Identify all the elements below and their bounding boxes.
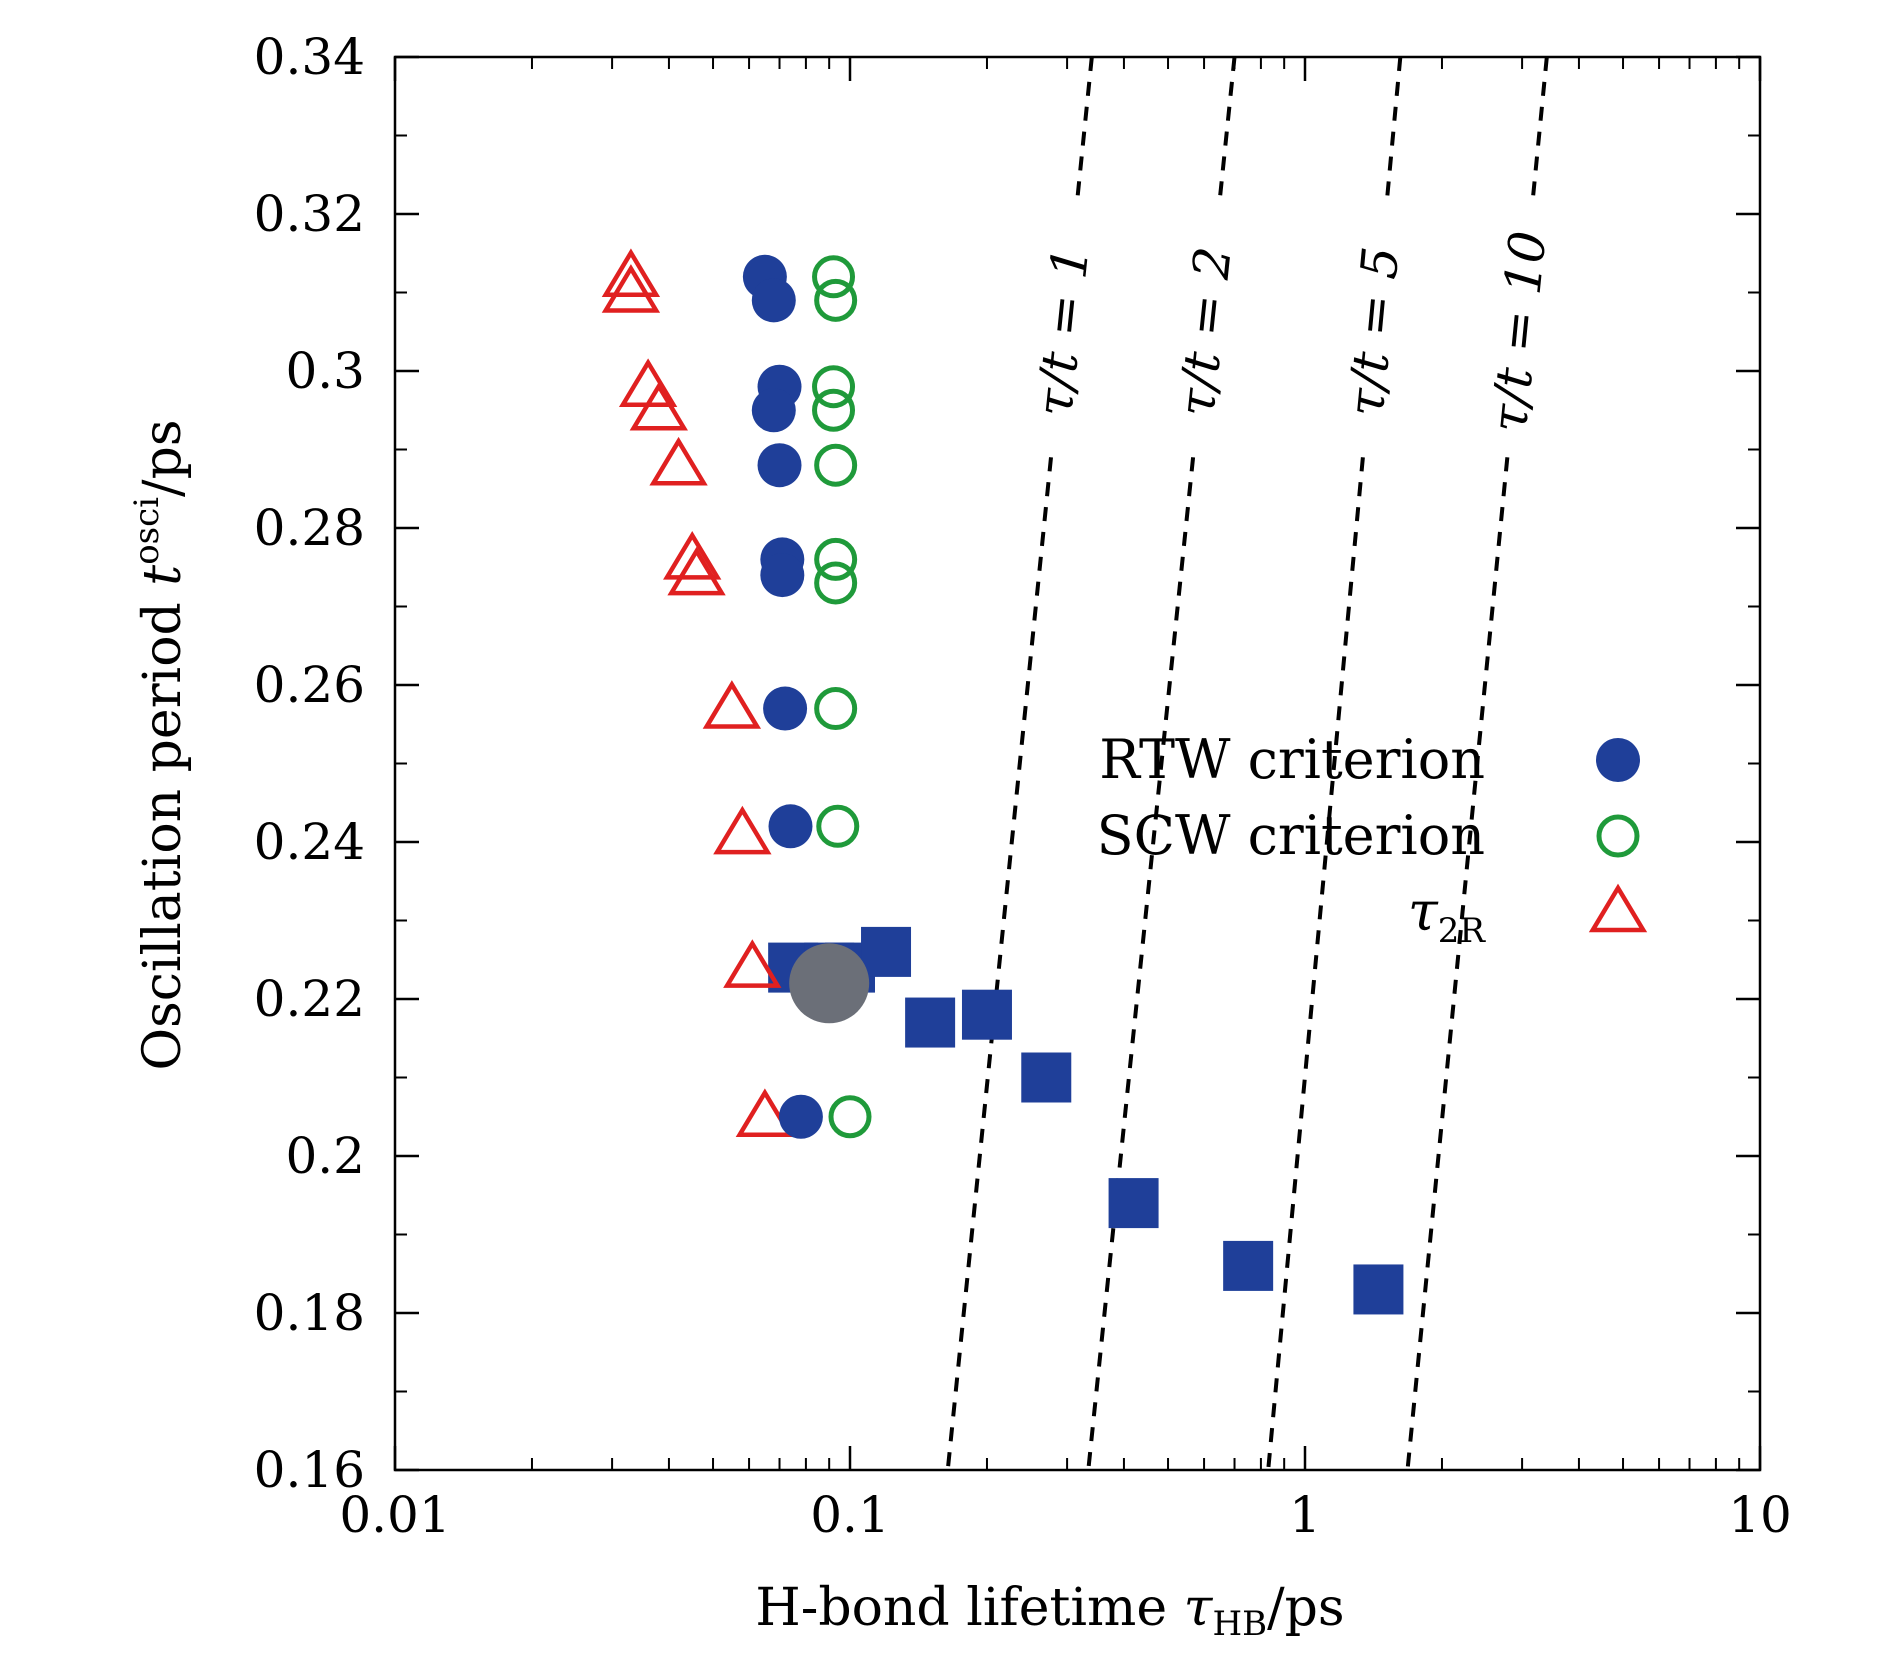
ratio-line-1	[945, 457, 1053, 1471]
y-axis-label: Oscillation period tosci/ps	[127, 419, 193, 1070]
data-point-filled-circle	[751, 278, 796, 323]
y-tick-label: 0.24	[254, 813, 365, 871]
x-tick-label: 0.01	[339, 1486, 450, 1544]
ratio-line-label: τ/t = 2	[1167, 244, 1242, 419]
legend: RTW criterion SCW criterion τ2R	[1097, 728, 1648, 951]
legend-marker	[1596, 814, 1640, 858]
data-point-open-triangle	[649, 436, 708, 486]
data-point-filled-square	[905, 997, 956, 1048]
data-point-open-circle	[812, 365, 856, 409]
data-point-filled-circle	[751, 388, 796, 433]
axes: 0.01 0.1 1 10 0.16 0.18 0.2 0.22 0.24 0.26 0.28 0.3…	[254, 28, 1792, 1544]
data-point-filled-circle	[763, 686, 808, 731]
data-point-filled-circle	[778, 1094, 823, 1139]
y-tick-label: 0.26	[254, 656, 365, 714]
y-tick-label: 0.34	[254, 28, 365, 86]
ratio-line-2	[1217, 56, 1237, 207]
data-point-open-circle	[814, 443, 858, 487]
data-point-open-circle	[828, 1095, 872, 1139]
y-tick-label: 0.3	[285, 342, 365, 400]
ratio-line-3	[1266, 457, 1365, 1471]
ratio-line-4	[1405, 457, 1510, 1471]
x-tick-label: 0.1	[810, 1486, 890, 1544]
data-point-large-gray-circle	[789, 943, 870, 1024]
data-point-open-circle	[814, 687, 858, 731]
legend-label: τ2R	[1408, 880, 1487, 951]
data-point-filled-square	[861, 926, 912, 977]
data-point-filled-circle	[760, 553, 805, 598]
ratio-line-label: τ/t = 10	[1480, 228, 1558, 435]
data-point-open-circle	[814, 537, 858, 581]
ratio-line-label: τ/t = 1	[1025, 244, 1100, 419]
y-tick-label: 0.32	[254, 185, 365, 243]
data-point-filled-circle	[768, 804, 813, 849]
ratio-line-3	[1384, 56, 1403, 207]
x-axis-label: H-bond lifetime τHB/ps	[755, 1578, 1344, 1644]
data-point-filled-square	[1021, 1052, 1072, 1103]
legend-label: RTW criterion	[1099, 728, 1485, 791]
y-tick-label: 0.28	[254, 499, 365, 557]
data-point-open-circle	[814, 561, 858, 605]
data-point-open-triangle	[663, 531, 722, 580]
legend-label: SCW criterion	[1097, 804, 1485, 867]
data-point-open-triangle	[601, 248, 661, 298]
y-tick-label: 0.2	[285, 1127, 365, 1185]
data-point-open-triangle	[713, 805, 772, 855]
data-markers	[601, 248, 1404, 1315]
data-point-open-triangle	[723, 939, 782, 988]
data-point-filled-circle	[757, 443, 802, 488]
ratio-line-2	[1086, 457, 1196, 1471]
data-point-open-circle	[816, 804, 860, 848]
ratio-line-1	[1074, 56, 1094, 207]
data-point-open-triangle	[601, 264, 661, 313]
data-point-open-triangle	[702, 680, 762, 729]
data-point-open-triangle	[629, 381, 688, 431]
data-point-filled-square	[1108, 1178, 1159, 1229]
ratio-line-4	[1530, 56, 1549, 207]
y-tick-label: 0.22	[254, 970, 365, 1028]
legend-marker	[1588, 883, 1648, 933]
ratio-line-label: τ/t = 5	[1337, 244, 1411, 419]
data-point-open-triangle	[667, 546, 726, 596]
data-point-open-triangle	[735, 1088, 795, 1137]
data-point-open-circle	[812, 255, 856, 299]
legend-marker	[1596, 738, 1640, 782]
data-point-filled-square	[1353, 1264, 1404, 1315]
data-point-open-circle	[814, 278, 858, 322]
y-tick-label: 0.18	[254, 1284, 365, 1342]
data-point-filled-square	[961, 989, 1012, 1040]
y-tick-label: 0.16	[254, 1441, 365, 1499]
x-tick-label: 10	[1728, 1486, 1792, 1544]
x-tick-label: 1	[1289, 1486, 1321, 1544]
data-point-open-circle	[812, 388, 856, 432]
data-point-filled-square	[1223, 1240, 1274, 1291]
